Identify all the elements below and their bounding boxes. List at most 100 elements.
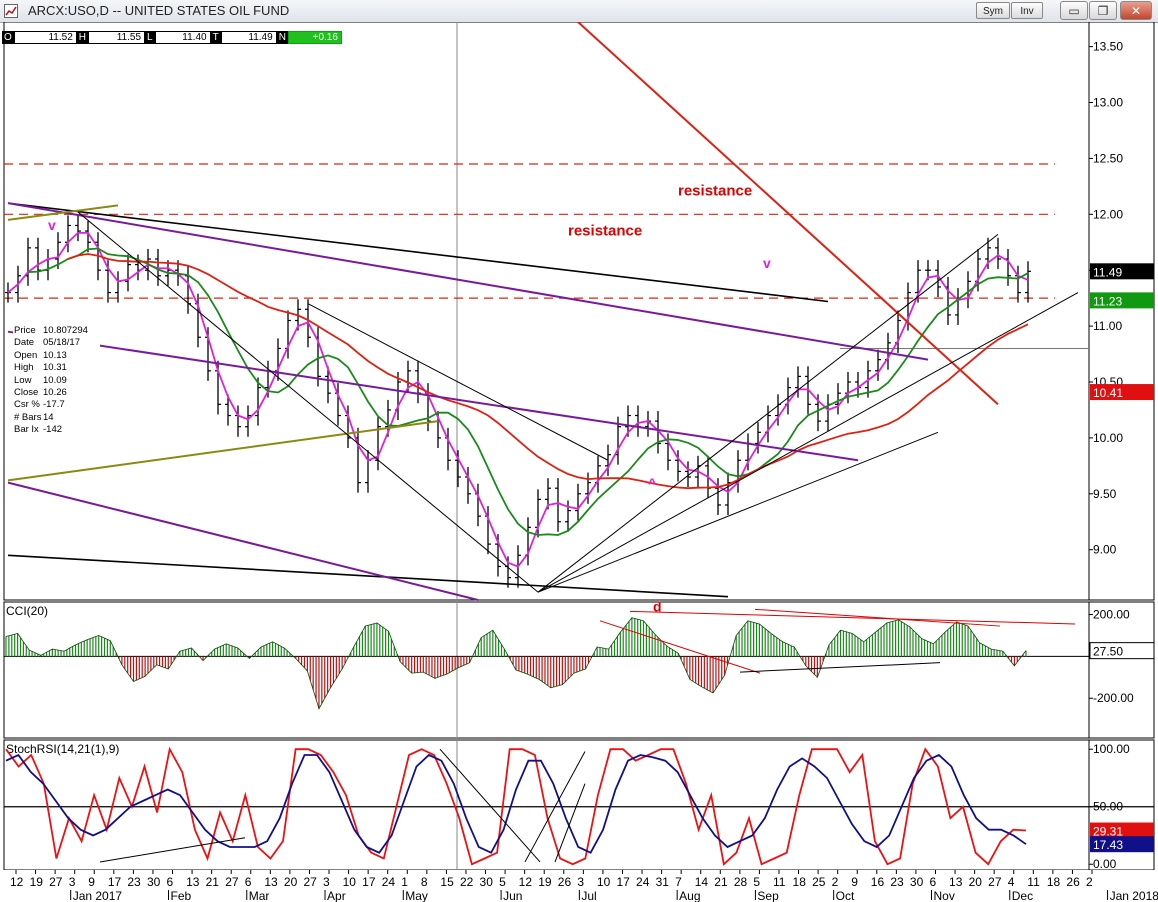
sym-button-label: Sym <box>983 6 1003 17</box>
cursor-info-value: 10.31 <box>43 362 67 374</box>
stochrsi-fast-line <box>5 746 1027 866</box>
cursor-info-key: High <box>14 362 34 374</box>
x-axis-month-label: Nov <box>933 889 954 902</box>
trendline-red-down <box>577 22 999 406</box>
x-axis-tick-label: 23 <box>127 875 141 889</box>
price-value-tag <box>1090 263 1154 280</box>
inv-button-label: Inv <box>1020 6 1034 17</box>
cci-trendline <box>739 662 941 673</box>
cci-trendline <box>599 620 761 674</box>
cursor-info-key: Low <box>14 374 32 386</box>
x-axis-tick-label: 7 <box>675 875 682 889</box>
x-axis-tick-label: 28 <box>734 875 748 889</box>
x-axis-month-label: May <box>405 889 428 902</box>
inv-button[interactable]: Inv <box>1011 2 1043 19</box>
x-axis-tick-label: 19 <box>30 875 44 889</box>
x-axis-tick-label: 2 <box>832 875 839 889</box>
cci-trendline <box>754 608 1001 627</box>
trendline-olive-top <box>7 204 119 221</box>
cursor-info-value: 10.26 <box>43 387 67 399</box>
x-axis-tick-label: 22 <box>460 875 474 889</box>
low-value: 11.40 <box>154 31 211 44</box>
price-axis-tick-label: 12.50 <box>1093 151 1123 165</box>
cursor-info-row: Close 10.26 <box>13 387 100 399</box>
high-value: 11.55 <box>88 31 146 44</box>
cursor-info-value: 10.807294 <box>43 325 88 336</box>
x-axis-tick-label: 13 <box>949 875 963 889</box>
x-axis-tick-label: 18 <box>1047 875 1061 889</box>
net-change-value: +0.16 <box>287 31 342 44</box>
stochrsi-axis-tick-label: 100.00 <box>1093 742 1130 756</box>
x-axis-month-label: Feb <box>171 889 192 902</box>
x-axis-tick-label: 6 <box>167 875 174 889</box>
x-axis-tick-label: 27 <box>49 875 63 889</box>
x-axis-tick-label: 3 <box>323 875 330 889</box>
x-axis-tick-label: 18 <box>793 875 807 889</box>
x-axis-tick-label: 25 <box>812 875 826 889</box>
cursor-info-value: 14 <box>43 411 54 423</box>
x-axis-tick-label: 10 <box>343 875 357 889</box>
cci-value-tag-text: 27.50 <box>1093 645 1123 659</box>
cursor-info-row: Open 10.13 <box>13 350 100 362</box>
x-axis-month-label: Jan 2018 <box>1110 889 1158 902</box>
x-axis-tick-label: 12 <box>10 875 24 889</box>
sym-button[interactable]: Sym <box>976 2 1010 19</box>
cursor-info-row: Low 10.09 <box>13 375 100 387</box>
x-axis-tick-label: 16 <box>871 875 885 889</box>
x-axis-tick-label: 13 <box>264 875 278 889</box>
trendline-thin-channel <box>537 234 999 593</box>
x-axis-tick-label: 5 <box>753 875 760 889</box>
restore-button[interactable]: ❐ <box>1089 1 1117 20</box>
close-button[interactable]: ✕ <box>1120 1 1152 20</box>
cci-axis-tick-label: 200.00 <box>1093 608 1130 622</box>
trendline-black-lower <box>7 554 729 598</box>
cursor-info-key: Open <box>14 349 38 361</box>
x-axis-tick-label: 24 <box>636 875 650 889</box>
stochrsi-panel-title: StochRSI(14,21(1),9) <box>6 742 119 756</box>
stochrsi-value-tag-text: 29.31 <box>1093 825 1123 839</box>
cursor-info-value: -142 <box>43 424 63 436</box>
price-annotation: resistance <box>568 223 642 240</box>
stochrsi-trendline <box>439 748 541 863</box>
x-axis-tick-label: 8 <box>421 875 428 889</box>
price-axis-tick-label: 13.00 <box>1093 95 1123 109</box>
title-bar[interactable]: ARCX:USO,D -- UNITED STATES OIL FUND Sym… <box>0 0 1158 23</box>
x-axis-tick-label: 6 <box>245 875 252 889</box>
x-axis-tick-label: 30 <box>910 875 924 889</box>
cursor-info-key: Close <box>14 387 39 399</box>
x-axis-tick-label: 2 <box>1086 875 1093 889</box>
x-axis-tick-label: 30 <box>480 875 494 889</box>
stochrsi-trendline <box>554 783 586 863</box>
x-axis-tick-label: 3 <box>577 875 584 889</box>
trendline-purple-lower <box>7 481 479 601</box>
chart-canvas[interactable]: 13.5013.0012.5012.0011.5011.0010.5010.00… <box>0 22 1158 902</box>
x-axis-tick-label: 17 <box>362 875 376 889</box>
cci-panel-frame <box>3 601 1155 739</box>
stochrsi-panel-frame <box>3 739 1155 871</box>
x-axis-month-label: Oct <box>836 889 855 902</box>
close-icon: ✕ <box>1130 4 1142 18</box>
price-axis-tick-label: 9.00 <box>1093 543 1117 557</box>
ohlc-readout: O 11.52 H 11.55 L 11.40 T 11.49 N +0.16 <box>2 31 342 44</box>
cursor-info-box: Price 10.807294 Date 05/18/17 Open 10.13 High 1… <box>13 325 100 437</box>
x-axis-month-label: Dec <box>1012 889 1033 902</box>
x-axis-tick-label: 4 <box>1008 875 1015 889</box>
price-annotation: resistance <box>678 182 752 199</box>
open-value: 11.52 <box>13 31 77 44</box>
x-axis-month-label: Aug <box>679 889 700 902</box>
price-axis-tick-label: 11.00 <box>1093 319 1122 333</box>
x-axis-tick-label: 11 <box>1027 875 1040 889</box>
stochrsi-trendline <box>524 751 586 863</box>
trendline-thin-decline <box>77 211 539 593</box>
cci-trendline <box>629 610 1076 625</box>
x-axis-tick-label: 26 <box>1066 875 1080 889</box>
trendline-purple-upper <box>7 202 929 361</box>
trendline-thin-support <box>537 431 939 593</box>
trendline-thin-rising <box>537 292 1079 593</box>
x-axis-tick-label: 5 <box>499 875 506 889</box>
trendline-thin-decline-2 <box>307 303 609 461</box>
x-axis-tick-label: 15 <box>440 875 454 889</box>
minimize-button[interactable]: ▭ <box>1060 1 1088 20</box>
cursor-info-key: Price <box>14 325 36 336</box>
price-axis-tick-label: 9.50 <box>1093 487 1117 501</box>
